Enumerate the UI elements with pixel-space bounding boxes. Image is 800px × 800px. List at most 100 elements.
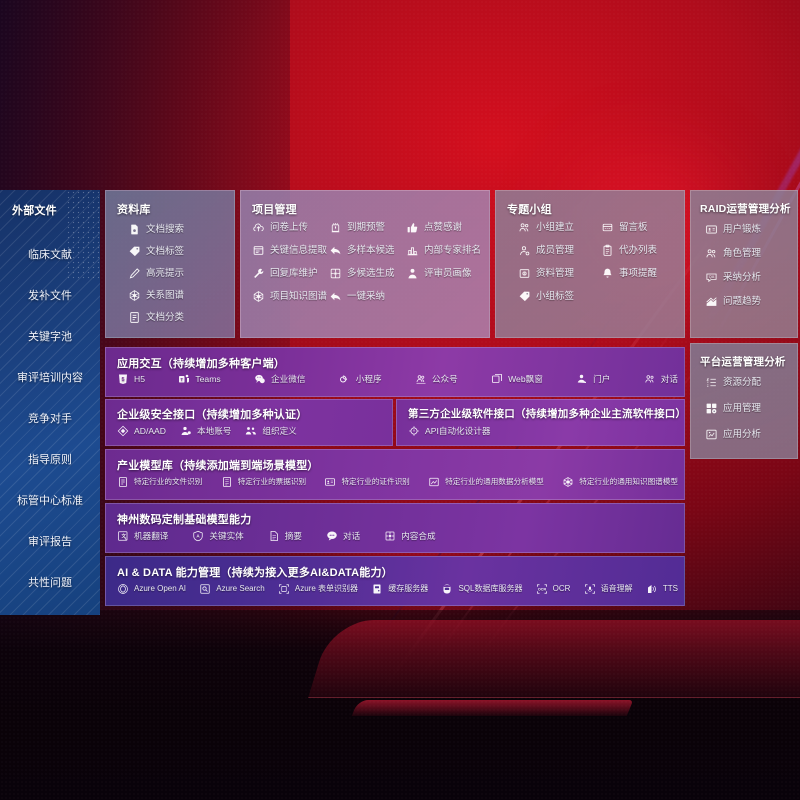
industry-model-title: 产业模型库（持续添加端到端场景模型） [117, 460, 319, 472]
team-item-group-tag[interactable]: 小组标签 [518, 290, 593, 303]
sidebar-item-keyword-pool[interactable]: 关键字池 [28, 330, 72, 343]
app-item-official-account[interactable]: 公众号 [415, 373, 458, 385]
cloud-upload-icon [252, 221, 265, 234]
raid-item-role-management[interactable]: 角色管理 [705, 247, 761, 260]
library-item-relation-graph[interactable]: 关系图谱 [128, 289, 184, 302]
project-item-multi-candidate-gen[interactable]: 多候选生成 [329, 267, 404, 280]
portal-person-icon [576, 373, 588, 385]
industry-item-knowledge-graph-model[interactable]: 特定行业的通用知识图谱模型 [562, 476, 678, 488]
sidebar-item-review-training[interactable]: 审评培训内容 [17, 371, 83, 384]
project-title: 项目管理 [252, 204, 297, 216]
dcits-item-summary[interactable]: 摘要 [268, 530, 302, 542]
sidebar-item-clinical-literature[interactable]: 临床文献 [28, 248, 72, 261]
app-item-teams[interactable]: T Teams [178, 373, 221, 385]
ai-item-cache-server[interactable]: 缓存服务器 [371, 583, 428, 595]
team-item-label: 资料管理 [536, 267, 575, 279]
industry-item-label: 特定行业的通用知识图谱模型 [579, 477, 678, 487]
third-party-item-api-designer[interactable]: API自动化设计器 [408, 425, 490, 437]
app-item-wechat-work[interactable]: 企业微信 [254, 373, 305, 385]
sidebar-item-competitors[interactable]: 竞争对手 [28, 412, 72, 425]
official-account-icon [415, 373, 427, 385]
app-item-h5[interactable]: 5 H5 [117, 373, 145, 385]
sidebar-hatch-pattern [0, 190, 100, 615]
archive-box-icon [518, 267, 531, 280]
library-item-doc-tag[interactable]: 文档标签 [128, 245, 184, 258]
ai-item-voice-understanding[interactable]: 语音理解 [584, 583, 633, 595]
industry-item-idcard-recognition[interactable]: 特定行业的证件识别 [324, 476, 410, 488]
raid-item-user-training[interactable]: 用户锻炼 [705, 223, 761, 236]
platform-item-app-analysis[interactable]: 应用分析 [705, 428, 761, 441]
project-item-multi-sample-candidate[interactable]: 多样本候选 [329, 244, 404, 257]
cache-server-icon [371, 583, 383, 595]
project-item-like-thanks[interactable]: 点赞感谢 [406, 221, 481, 234]
industry-item-label: 特定行业的票据识别 [237, 477, 307, 487]
security-item-org-definition[interactable]: 组织定义 [245, 425, 297, 437]
svg-text:OCR: OCR [537, 588, 546, 592]
project-item-one-click-adopt[interactable]: 一键采纳 [329, 290, 404, 303]
sidebar-dot-pattern [66, 190, 100, 280]
project-item-due-alert[interactable]: 到期预警 [329, 221, 404, 234]
dcits-item-dialog[interactable]: 对话 [326, 530, 360, 542]
industry-item-data-analysis-model[interactable]: 特定行业的通用数据分析模型 [428, 476, 544, 488]
industry-item-doc-recognition[interactable]: 特定行业的文件识别 [117, 476, 202, 488]
project-item-internal-expert-ranking[interactable]: 内部专家排名 [406, 244, 481, 257]
ai-item-tts[interactable]: TTS [646, 583, 678, 595]
platform-item-resource-allocation[interactable]: 资源分配 [705, 376, 761, 389]
svg-text:T: T [181, 377, 184, 382]
library-item-doc-classify[interactable]: 文档分类 [128, 311, 184, 324]
dcits-item-key-entity[interactable]: A 关键实体 [192, 530, 244, 542]
sidebar-item-standards-center[interactable]: 标管中心标准 [17, 494, 83, 507]
pen-highlight-icon [128, 267, 141, 280]
team-item-create-group[interactable]: 小组建立 [518, 221, 593, 234]
security-item-local-account[interactable]: 本地账号 [180, 425, 231, 437]
ai-item-azure-openai[interactable]: Azure Open AI [117, 583, 186, 595]
industry-model-item-row: 特定行业的文件识别 特定行业的票据识别 特定行业的证件识别 特定行业的通用数据分… [117, 476, 678, 488]
team-item-todo-list[interactable]: 代办列表 [601, 244, 676, 257]
raid-item-label: 问题趋势 [723, 295, 762, 307]
platform-item-app-management[interactable]: 应用管理 [705, 402, 761, 415]
raid-item-adoption-analysis[interactable]: QA 采纳分析 [705, 271, 761, 284]
project-item-questionnaire-upload[interactable]: 问卷上传 [252, 221, 327, 234]
ai-item-form-recognizer[interactable]: Azure 表单识别器 [278, 583, 358, 595]
project-item-key-info-extract[interactable]: 关键信息提取 [252, 244, 327, 257]
platform-item-label: 应用管理 [723, 402, 762, 414]
entity-a-icon: A [192, 530, 204, 542]
library-item-label: 文档分类 [146, 311, 185, 323]
ai-item-ocr[interactable]: OCR OCR [536, 583, 570, 595]
team-item-message-board[interactable]: 留言板 [601, 221, 676, 234]
ai-item-label: TTS [662, 584, 678, 593]
sidebar-item-guiding-principles[interactable]: 指导原则 [28, 453, 72, 466]
dcits-item-machine-translation[interactable]: 文 机器翻译 [117, 530, 168, 542]
team-item-label: 小组标签 [536, 290, 575, 302]
app-interaction-item-row: 5 H5 T Teams 企业微信 小程序 公众号 Web飘窗 [117, 373, 678, 385]
library-item-doc-search[interactable]: 文档搜索 [128, 223, 184, 236]
ai-item-sql-db-server[interactable]: SQL数据库服务器 [441, 583, 522, 595]
team-item-material-management[interactable]: 资料管理 [518, 267, 593, 280]
chart-image-icon [428, 476, 440, 488]
project-item-reply-library[interactable]: 回复库维护 [252, 267, 327, 280]
industry-item-receipt-recognition[interactable]: 特定行业的票据识别 [221, 476, 306, 488]
team-item-reminder[interactable]: 事项提醒 [601, 267, 676, 280]
sidebar-item-review-report[interactable]: 审评报告 [28, 535, 72, 548]
voice-understand-icon [584, 583, 596, 595]
sidebar-item-common-issues[interactable]: 共性问题 [28, 576, 72, 589]
security-item-ad-aad[interactable]: AD/AAD [117, 425, 166, 437]
app-item-portal[interactable]: 门户 [576, 373, 610, 385]
library-item-highlight[interactable]: 高亮提示 [128, 267, 184, 280]
team-item-label: 留言板 [619, 221, 648, 233]
ai-item-azure-search[interactable]: Azure Search [199, 583, 265, 595]
local-account-icon [180, 425, 192, 437]
project-item-reviewer-profile[interactable]: 评审员画像 [406, 267, 481, 280]
dcits-item-content-synthesis[interactable]: 内容合成 [384, 530, 436, 542]
app-item-miniprogram[interactable]: 小程序 [339, 373, 382, 385]
project-panel: 项目管理 问卷上传 到期预警 点赞感谢 关键信息提取 多样本候选 [240, 190, 490, 338]
sidebar-title: 外部文件 [12, 205, 57, 217]
raid-item-issue-trend[interactable]: 问题趋势 [705, 295, 761, 308]
project-item-knowledge-graph[interactable]: 项目知识图谱 [252, 290, 327, 303]
app-item-web-popup[interactable]: Web飘窗 [491, 373, 543, 385]
team-item-member-management[interactable]: 成员管理 [518, 244, 593, 257]
arrow-back-icon [329, 244, 342, 257]
platform-item-label: 资源分配 [723, 376, 762, 388]
app-item-dialog[interactable]: 对话 [644, 373, 678, 385]
sidebar-item-supplementary-files[interactable]: 发补文件 [28, 289, 72, 302]
